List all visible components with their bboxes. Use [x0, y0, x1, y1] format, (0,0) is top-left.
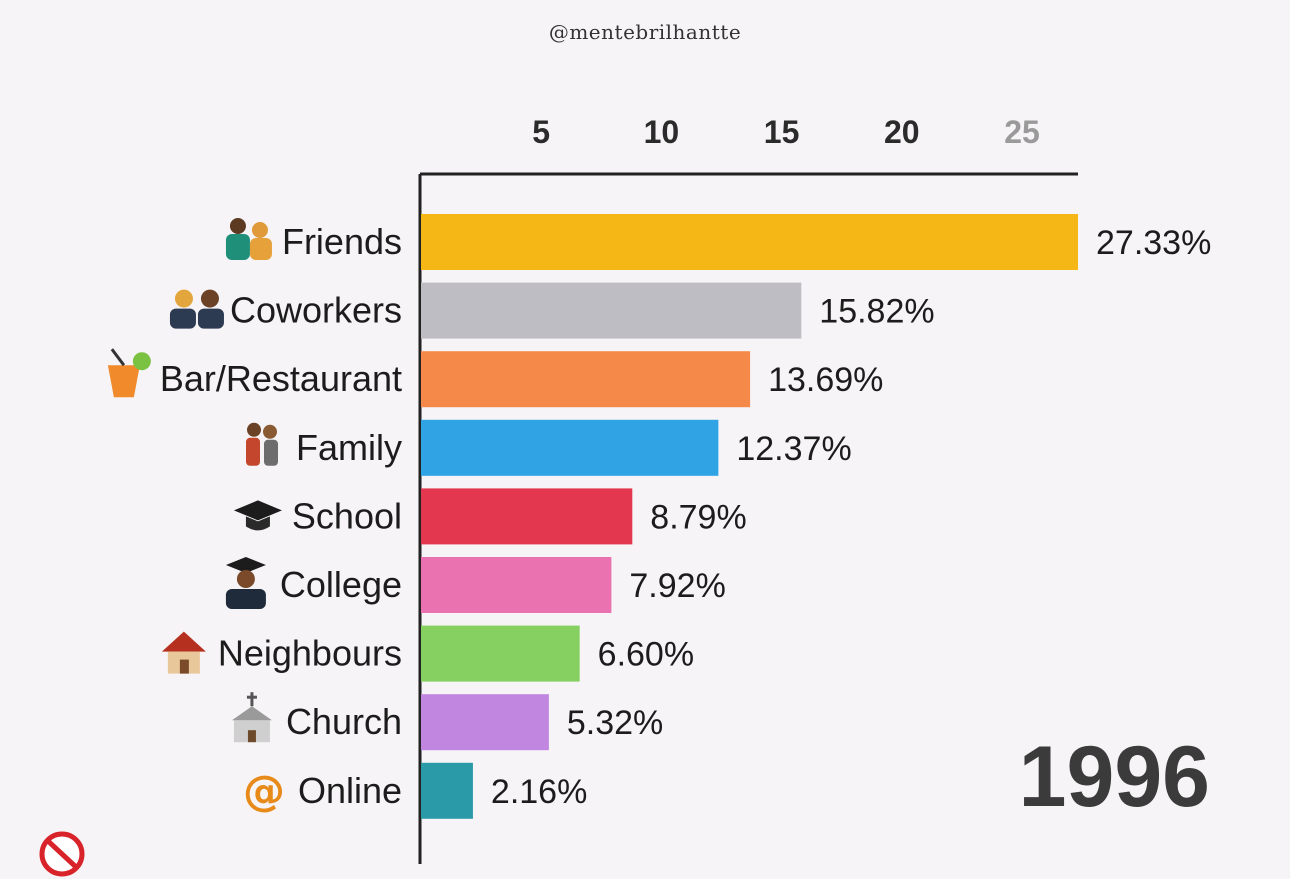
bar-college	[421, 557, 612, 613]
x-axis-ticks: 5 10 15 20 25	[532, 114, 1039, 150]
value-label: 13.69%	[768, 361, 883, 399]
people-icon	[225, 218, 272, 260]
value-label: 7.92%	[629, 567, 725, 605]
bar-coworkers	[421, 282, 802, 339]
category-label: College	[280, 564, 402, 605]
year-label: 1996	[1019, 729, 1210, 825]
x-tick-label: 25	[1004, 114, 1040, 150]
bar-friends	[421, 214, 1078, 270]
value-label: 12.37%	[736, 430, 851, 468]
graduation-cap-icon	[233, 500, 282, 531]
x-tick-label: 20	[884, 114, 920, 150]
no-entry-icon	[39, 831, 85, 877]
category-label: Neighbours	[218, 633, 402, 674]
category-label: Family	[296, 427, 402, 468]
value-label: 2.16%	[491, 773, 587, 811]
bars: Friends 27.33% Coworkers 15.82% Bar/Restaura…	[160, 214, 1211, 819]
category-label: Coworkers	[230, 290, 402, 331]
category-label: Bar/Restaurant	[160, 358, 402, 399]
category-icons: @	[107, 218, 285, 815]
watermark: @mentebrilhantte	[548, 20, 742, 44]
coworkers-icon	[169, 289, 224, 329]
category-label: Friends	[282, 221, 402, 262]
bar-bar-restaurant	[421, 351, 751, 408]
cocktail-icon	[107, 348, 151, 398]
x-tick-label: 10	[644, 114, 680, 150]
graduate-icon	[225, 557, 266, 609]
bar-family	[421, 419, 719, 476]
bar-church	[421, 694, 549, 751]
house-icon	[161, 631, 206, 674]
category-label: School	[292, 495, 402, 536]
value-label: 27.33%	[1096, 224, 1211, 262]
bar-neighbours	[421, 625, 580, 682]
svg-text:@: @	[243, 766, 285, 815]
family-icon	[246, 422, 278, 466]
value-label: 15.82%	[819, 293, 934, 331]
x-tick-label: 15	[764, 114, 800, 150]
church-icon	[231, 692, 272, 743]
category-label: Online	[298, 770, 402, 811]
at-sign-icon: @	[243, 766, 285, 815]
value-label: 8.79%	[650, 498, 746, 536]
value-label: 6.60%	[598, 636, 694, 674]
x-tick-label: 5	[532, 114, 550, 150]
value-label: 5.32%	[567, 704, 663, 742]
bar-online	[421, 762, 473, 819]
bar-school	[421, 488, 633, 545]
category-label: Church	[286, 701, 402, 742]
